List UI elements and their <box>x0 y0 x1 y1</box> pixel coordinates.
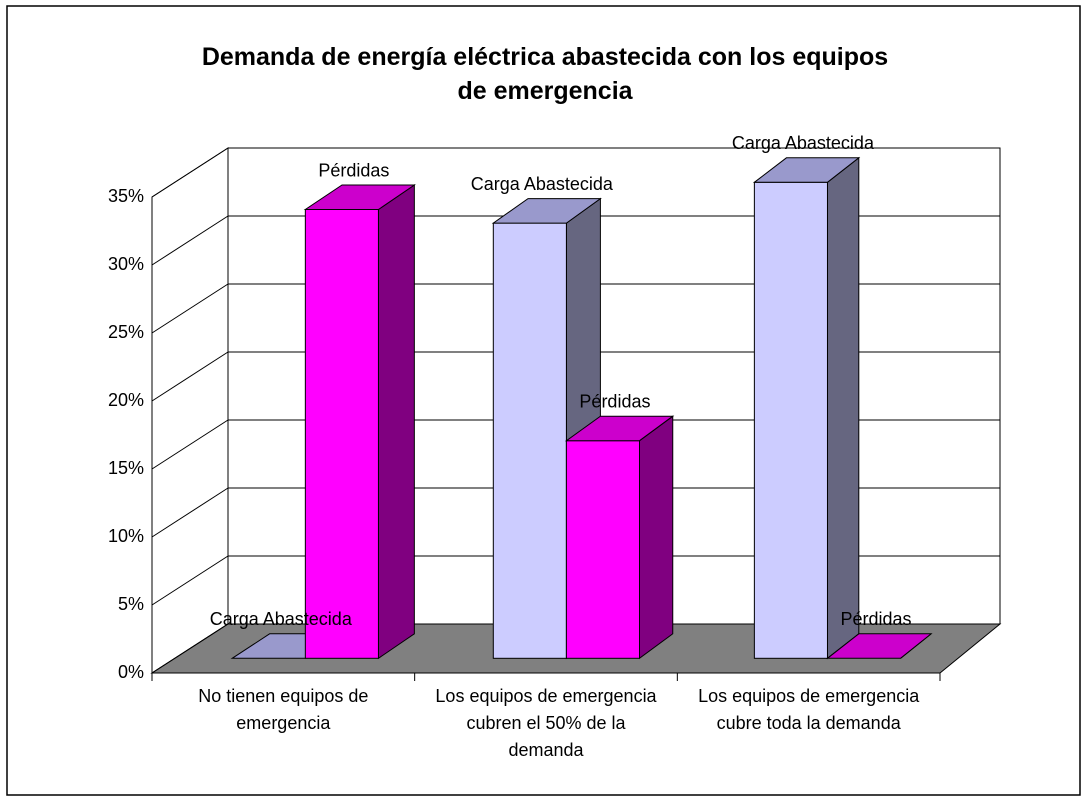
bar-side <box>826 156 860 660</box>
bar <box>304 209 379 659</box>
bar-side <box>638 415 674 660</box>
data-label: Carga Abastecida <box>471 174 614 194</box>
y-tick-label: 20% <box>108 390 144 410</box>
chart-title: Demanda de energía eléctrica abastecida … <box>201 43 889 105</box>
y-tick-label: 5% <box>118 594 144 614</box>
bar <box>565 440 640 659</box>
y-tick-label: 0% <box>118 662 144 682</box>
grid-line <box>151 147 229 198</box>
bar-top <box>491 198 602 224</box>
y-tick-label: 10% <box>108 526 144 546</box>
data-label: Carga Abastecida <box>732 133 875 153</box>
grid-line <box>151 487 229 538</box>
bar-side <box>377 184 415 660</box>
data-label: Pérdidas <box>318 160 389 180</box>
y-tick-label: 35% <box>108 186 144 206</box>
grid-line <box>151 555 229 606</box>
y-tick-label: 30% <box>108 254 144 274</box>
bar-top <box>752 157 861 183</box>
x-tick-label: No tienen equipos de emergencia <box>198 686 369 733</box>
bar <box>492 222 567 659</box>
grid-line <box>151 419 229 470</box>
grid-line <box>151 283 229 334</box>
bar-top <box>826 633 933 659</box>
x-tick-label: Los equipos de emergencia cubre toda la … <box>698 686 920 733</box>
bar-top <box>303 184 416 210</box>
grid-line <box>151 215 229 266</box>
bar <box>753 181 828 659</box>
bar-top <box>564 415 675 442</box>
data-label: Carga Abastecida <box>210 609 353 629</box>
data-label: Pérdidas <box>840 609 911 629</box>
grid-line <box>151 351 229 402</box>
data-label: Pérdidas <box>579 391 650 411</box>
y-tick-label: 25% <box>108 322 144 342</box>
left-wall <box>151 147 229 674</box>
grid-line <box>151 623 229 674</box>
y-tick-label: 15% <box>108 458 144 478</box>
x-tick-label: Los equipos de emergencia cubren el 50% … <box>435 686 657 760</box>
